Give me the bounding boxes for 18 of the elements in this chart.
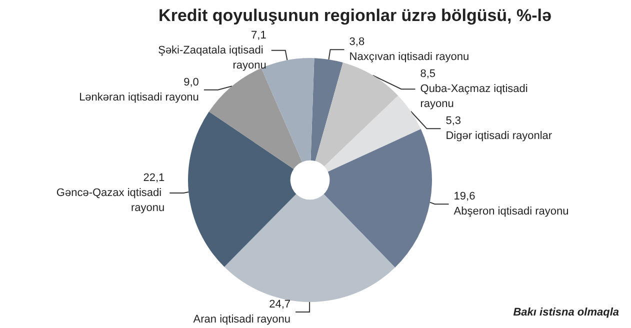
data-label: 19,6 <box>454 190 476 203</box>
slice-label: Aran iqtisadi rayonu <box>193 314 291 326</box>
slice-label: Şəki-Zaqatala iqtisadi rayonu <box>158 44 266 72</box>
slice-label: Naxçıvan iqtisadi rayonu <box>349 51 470 64</box>
data-label: 7,1 <box>251 29 266 42</box>
slice-label: Digər iqtisadi rayonlar <box>446 130 552 142</box>
slice-label: Gəncə-Qazax iqtisadi rayonu <box>56 186 165 214</box>
slice-label: Quba-Xaçmaz iqtisadi rayonu <box>420 83 531 110</box>
data-label: 8,5 <box>420 68 436 80</box>
data-label: 3,8 <box>349 36 365 48</box>
chart-title: Kredit qoyuluşunun regionlar üzrə bölgüsü, %-lə <box>158 6 552 25</box>
data-label: 5,3 <box>446 115 462 128</box>
data-label: 22,1 <box>143 172 165 184</box>
slice-label: Abşeron iqtisadi rayonu <box>454 206 569 218</box>
slice-label: Lənkəran iqtisadi rayonu <box>79 91 199 104</box>
data-label: 9,0 <box>184 76 199 88</box>
text: Bakı istisna olmaqla <box>513 306 620 318</box>
data-label: 24,7 <box>269 298 291 310</box>
